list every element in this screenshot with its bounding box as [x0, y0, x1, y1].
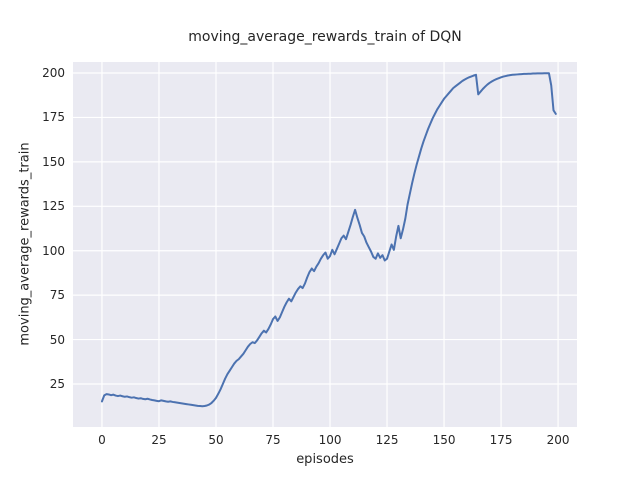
x-tick-label: 75 — [265, 433, 281, 447]
y-tick-label: 75 — [49, 288, 65, 303]
y-tick-label: 125 — [42, 199, 65, 214]
chart-title: moving_average_rewards_train of DQN — [188, 29, 462, 45]
y-tick-label: 100 — [42, 243, 65, 258]
y-tick-label: 150 — [42, 154, 65, 169]
x-tick-label: 25 — [151, 433, 167, 447]
x-tick-label: 200 — [546, 433, 570, 447]
x-axis-label: episodes — [296, 452, 354, 467]
y-tick-label: 25 — [49, 376, 65, 391]
plot-background — [73, 62, 577, 427]
line-chart-svg — [73, 62, 577, 427]
x-tick-label: 100 — [318, 433, 342, 447]
y-tick-label: 175 — [42, 110, 65, 125]
x-tick-label: 150 — [432, 433, 456, 447]
plot-area — [73, 62, 577, 427]
data-line — [100, 72, 557, 408]
x-tick-label: 175 — [489, 433, 513, 447]
x-tick-label: 50 — [208, 433, 224, 447]
y-tick-label: 50 — [49, 332, 65, 347]
y-tick-label: 200 — [42, 66, 65, 81]
x-tick-label: 0 — [98, 433, 106, 447]
x-tick-label: 125 — [375, 433, 399, 447]
